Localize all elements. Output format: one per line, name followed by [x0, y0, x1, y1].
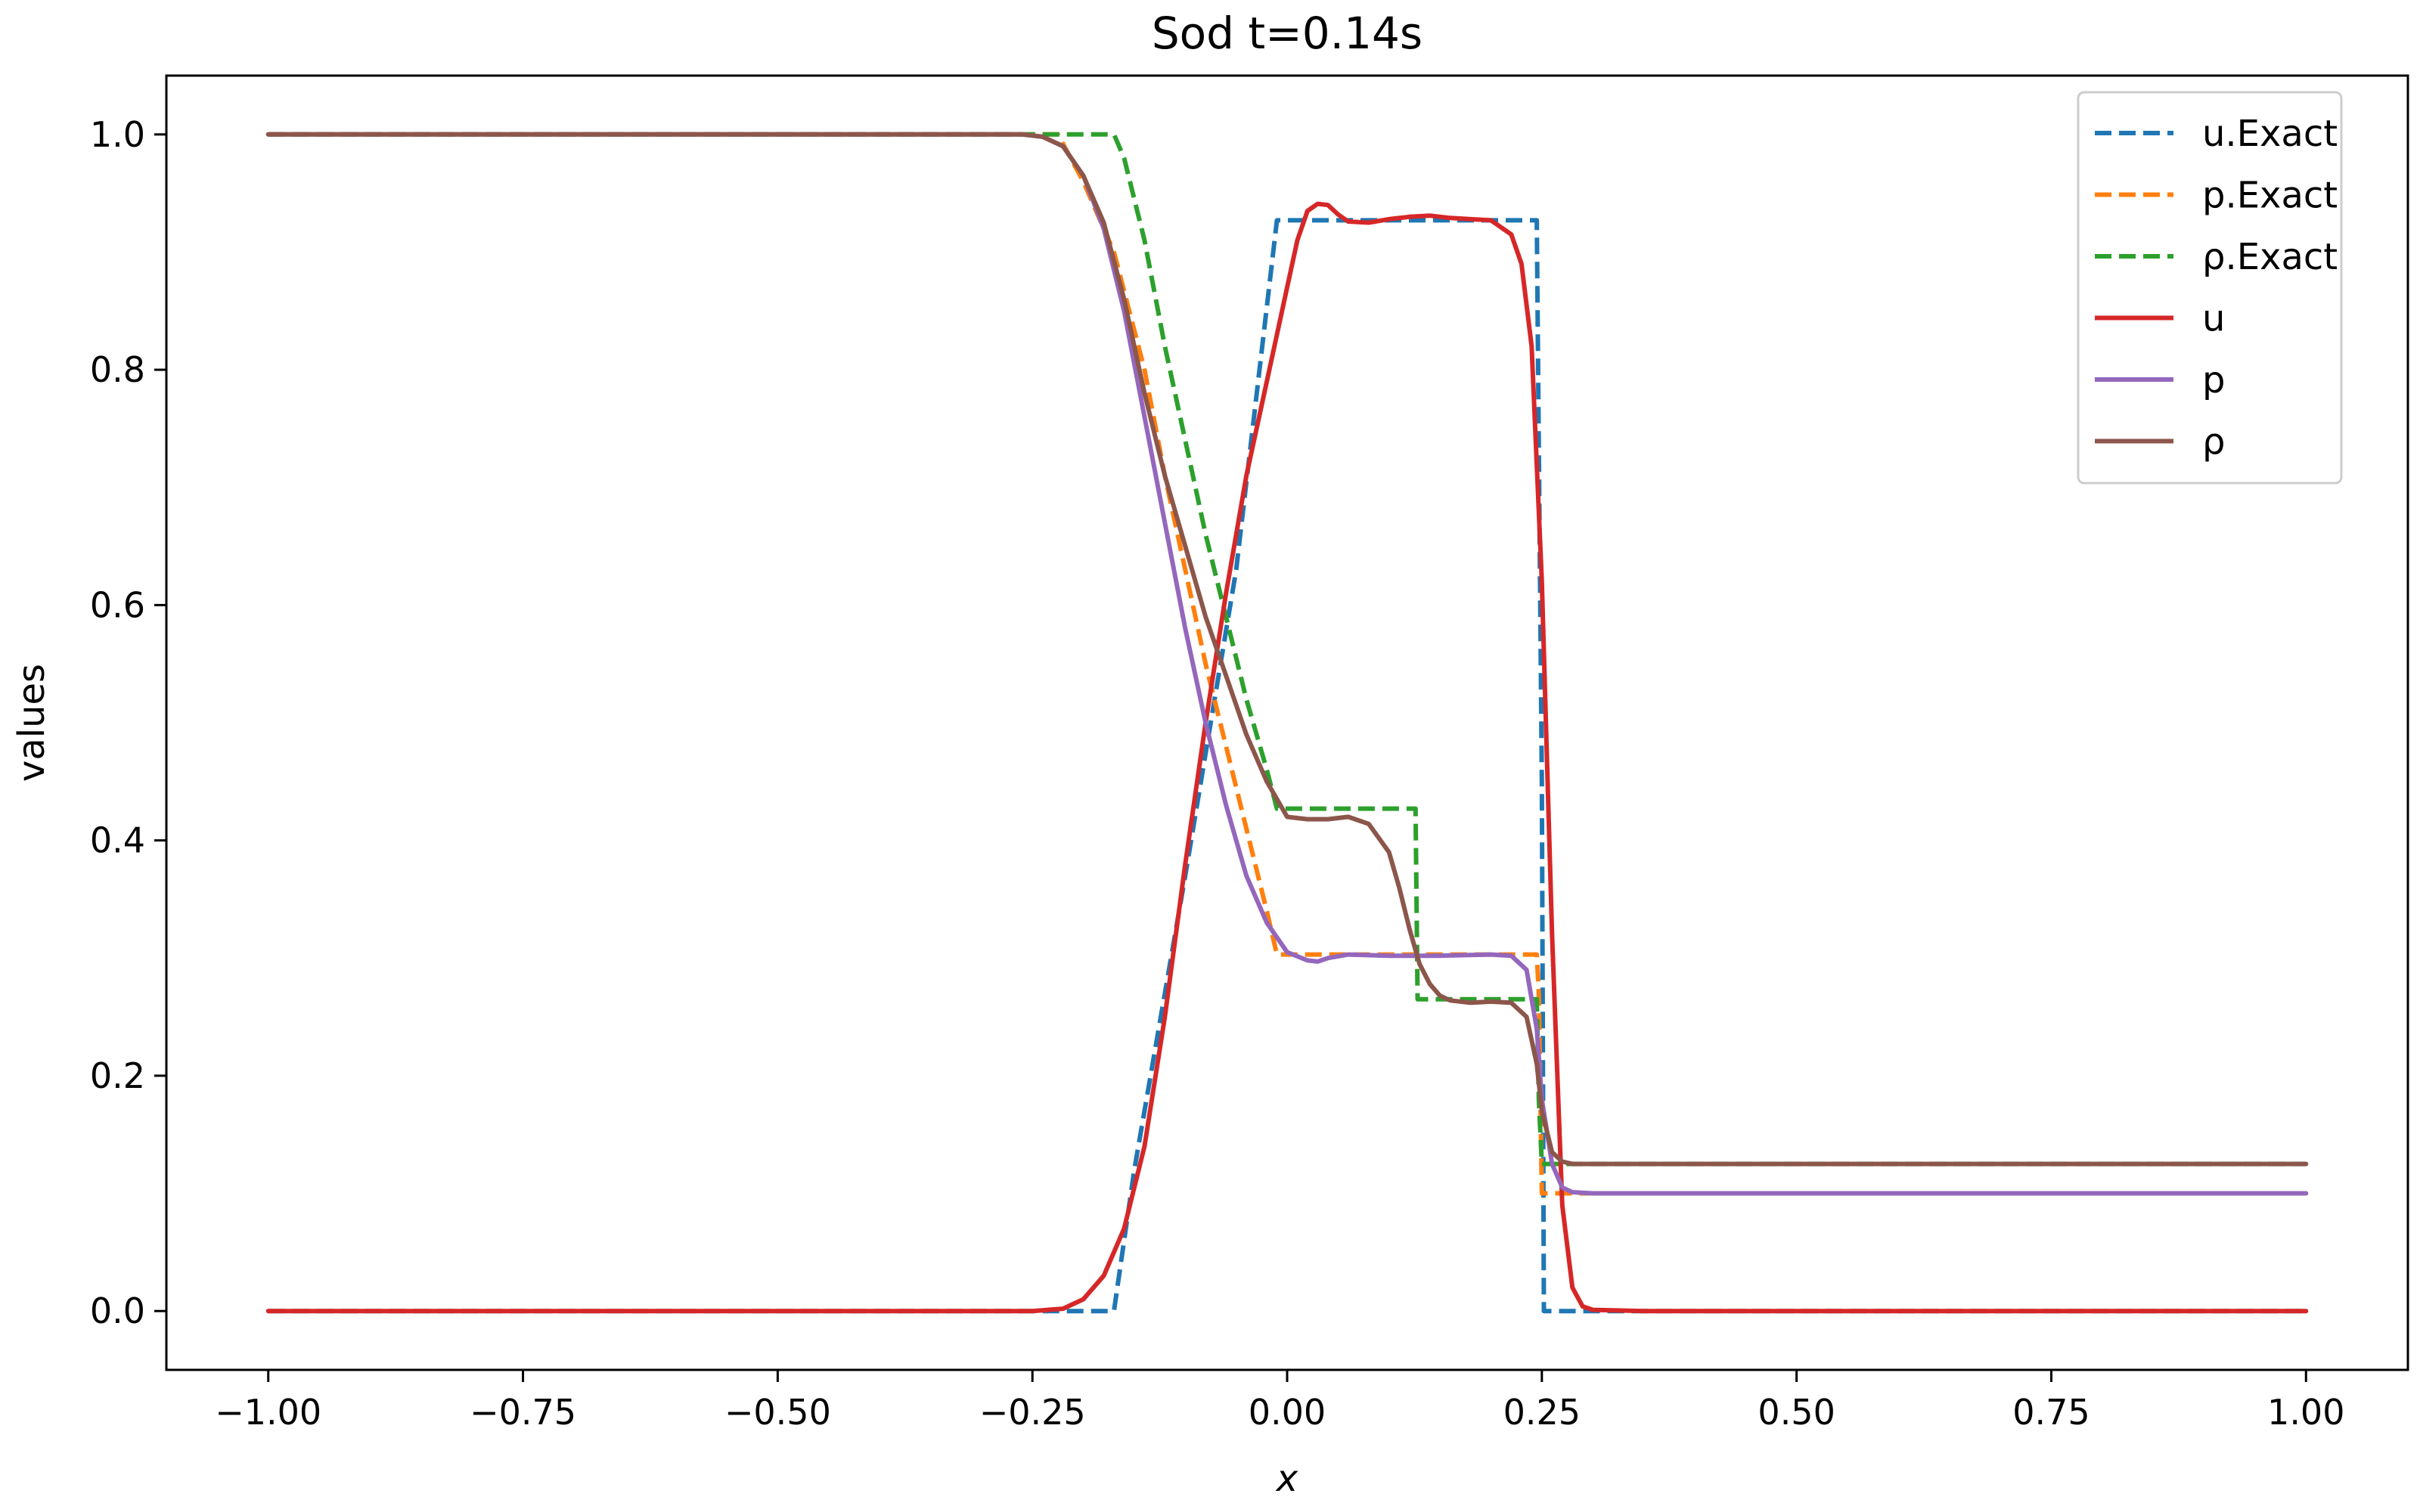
x-tick-label: −1.00 [215, 1392, 321, 1433]
x-tick-label: −0.50 [724, 1392, 831, 1433]
y-axis-label: values [11, 664, 53, 782]
legend-box [2077, 91, 2343, 485]
legend-label: p [2202, 359, 2225, 401]
y-tick-label: 0.8 [90, 349, 145, 390]
legend-label: u.Exact [2202, 113, 2338, 155]
legend-label: p.Exact [2202, 175, 2338, 217]
plot-area [265, 132, 2309, 1314]
x-tick-label: 0.00 [1249, 1392, 1326, 1433]
legend-label: u [2202, 298, 2225, 340]
x-tick-label: 1.00 [2267, 1392, 2344, 1433]
series-line-3 [265, 201, 2309, 1314]
x-tick-label: 0.50 [1758, 1392, 1835, 1433]
x-tick-label: 0.75 [2012, 1392, 2090, 1433]
legend-label: ρ.Exact [2202, 236, 2338, 278]
y-tick-label: 0.2 [90, 1055, 145, 1096]
y-tick-label: 0.6 [90, 584, 145, 625]
y-axis: 0.0 0.2 0.4 0.6 0.8 1.0 [90, 114, 166, 1331]
y-tick-label: 0.0 [90, 1290, 145, 1331]
x-tick-label: −0.25 [979, 1392, 1086, 1433]
chart-title: Sod t=0.14s [1152, 8, 1423, 59]
x-axis-label: x [1275, 1458, 1298, 1500]
x-tick-label: 0.25 [1503, 1392, 1581, 1433]
y-tick-label: 0.4 [90, 820, 145, 861]
series-line-0 [268, 218, 2307, 1314]
y-tick-label: 1.0 [90, 114, 145, 155]
x-tick-label: −0.75 [470, 1392, 576, 1433]
legend-label: ρ [2202, 421, 2225, 463]
legend: u.Exact p.Exact ρ.Exact upρ [2077, 91, 2343, 485]
series-line-5 [265, 132, 2309, 1167]
x-axis: −1.00 −0.75 −0.50 −0.25 0.00 0.25 0.50 0.75 1.00 [215, 1370, 2344, 1433]
